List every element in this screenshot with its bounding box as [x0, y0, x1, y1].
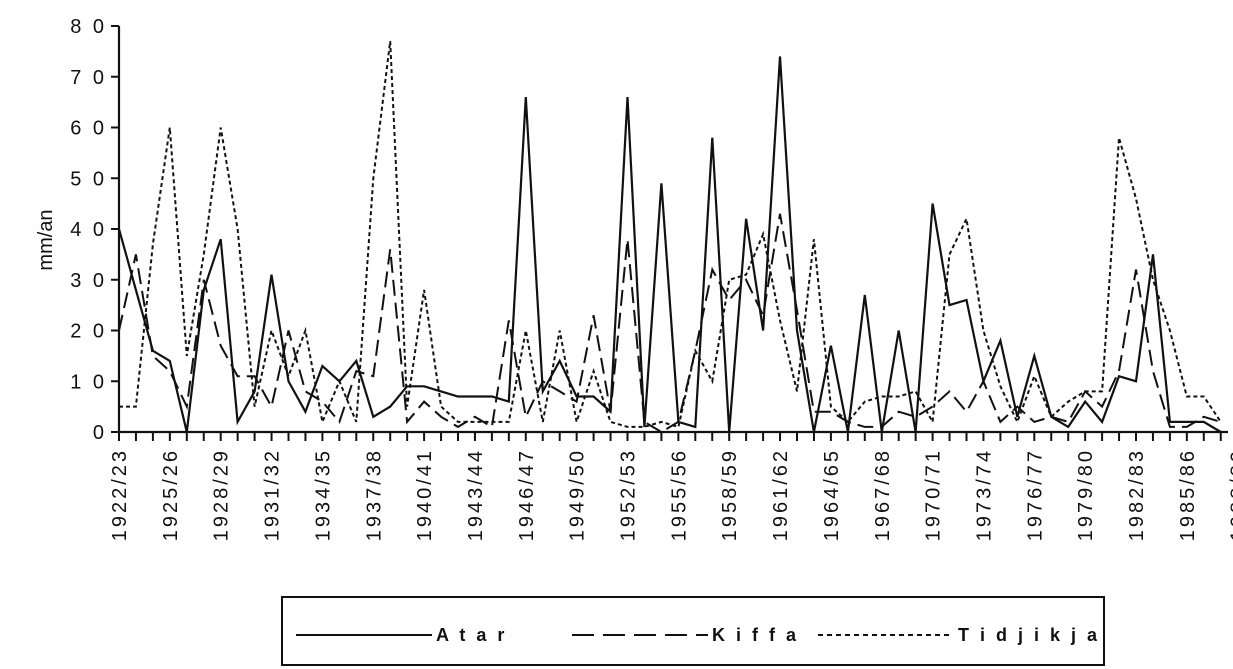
x-tick-label: 1931/32: [262, 448, 284, 541]
legend: A t a r K i f f a T i d j i k j a: [281, 596, 1105, 666]
x-tick-label: 1949/50: [567, 448, 589, 541]
x-tick-label: 1940/41: [414, 448, 436, 541]
x-tick-label: 1973/74: [973, 448, 995, 541]
x-tick-label: 1922/23: [109, 448, 131, 541]
x-tick-label: 1952/53: [618, 448, 640, 541]
y-tick-label: 0: [93, 422, 107, 444]
x-tick-label: 1970/71: [923, 448, 945, 541]
y-tick-label: 4 0: [70, 219, 107, 241]
x-tick-label: 1943/44: [465, 448, 487, 541]
x-tick-label: 1988/89: [1228, 448, 1233, 541]
y-axis: 0 1 0 2 0 3 0 4 0 5 0 6 0 7 0 8 0: [70, 16, 121, 444]
x-tick-label: 1982/83: [1126, 448, 1148, 541]
y-tick-label: 3 0: [70, 270, 107, 292]
x-tick-label: 1985/86: [1177, 448, 1199, 541]
x-tick-label: 1967/68: [872, 448, 894, 541]
series-line-atar: [117, 56, 1222, 433]
x-tick-label: 1958/59: [719, 448, 741, 541]
x-tick-label: 1925/26: [160, 448, 182, 541]
y-tick-label: 7 0: [70, 67, 107, 89]
y-tick-label: 5 0: [70, 168, 107, 190]
y-tick-label: 2 0: [70, 321, 107, 343]
x-axis: 1922/23 1925/26 1928/29 1931/32 1934/35 1937/…: [109, 430, 1233, 541]
y-tick-label: 8 0: [70, 16, 107, 38]
series-line-kiffa: [118, 213, 1222, 434]
y-axis-label: mm/an: [35, 209, 57, 270]
x-tick-label: 1961/62: [770, 448, 792, 541]
legend-label-tidjikja: T i d j i k j a: [958, 625, 1100, 645]
x-tick-label: 1934/35: [312, 448, 334, 541]
x-tick-label: 1955/56: [668, 448, 690, 541]
x-tick-label: 1946/47: [516, 448, 538, 541]
legend-box: [281, 596, 1105, 666]
series-layer: [117, 41, 1222, 434]
x-tick-label: 1937/38: [363, 448, 385, 541]
y-tick-label: 1 0: [70, 371, 107, 393]
x-tick-label: 1976/77: [1024, 448, 1046, 541]
y-tick-label: 6 0: [70, 118, 107, 140]
x-tick-label: 1979/80: [1075, 448, 1097, 541]
series-line-tidjikja: [119, 41, 1222, 429]
x-tick-label: 1928/29: [211, 448, 233, 541]
x-tick-label: 1964/65: [821, 448, 843, 541]
legend-label-atar: A t a r: [436, 625, 507, 645]
legend-label-kiffa: K i f f a: [712, 625, 799, 645]
